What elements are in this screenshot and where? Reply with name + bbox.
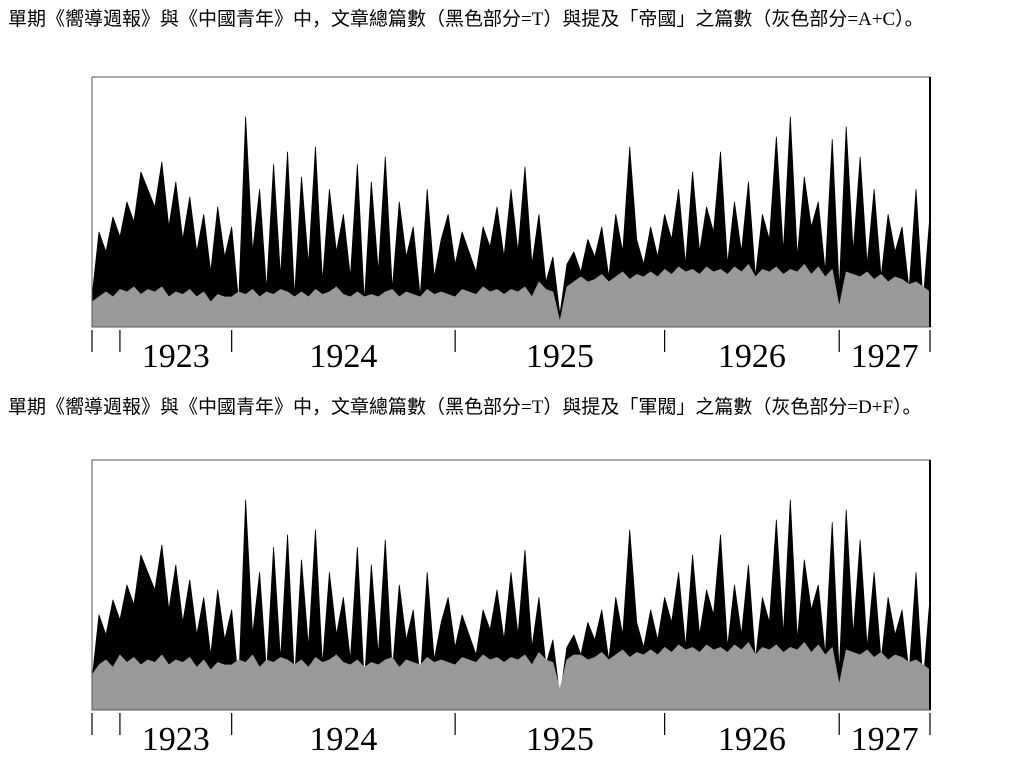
chart: 1923 1924 1925 1926 1927 [91,459,931,753]
year-label: 1927 [851,338,919,370]
area [91,264,931,328]
year-label: 1924 [309,338,377,370]
year-label: 1926 [718,338,786,370]
year-label: 1925 [526,338,594,370]
caption: 單期《嚮導週報》與《中國青年》中，文章總篇數（黑色部分=T）與提及「軍閥」之篇數… [8,397,922,418]
caption: 單期《嚮導週報》與《中國青年》中，文章總篇數（黑色部分=T）與提及「帝國」之篇數… [8,9,924,30]
year-label: 1927 [851,721,919,753]
chart: 1923 1924 1925 1926 1927 [91,76,931,370]
year-label: 1924 [309,721,377,753]
year-label: 1923 [142,721,210,753]
year-label: 1923 [142,338,210,370]
year-label: 1926 [718,721,786,753]
year-label: 1925 [526,721,594,753]
area [91,642,931,711]
